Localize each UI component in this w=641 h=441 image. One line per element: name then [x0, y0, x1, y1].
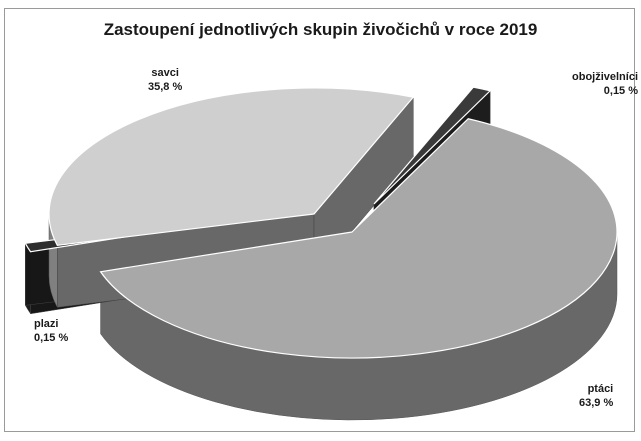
- slice-savci: [48, 87, 415, 246]
- label-ptaci: ptáci 63,9 %: [579, 382, 613, 410]
- label-ptaci-value: 63,9 %: [579, 397, 614, 409]
- label-obojzivelnici-value: 0,15 %: [603, 85, 639, 97]
- label-plazi-value: 0,15 %: [34, 332, 69, 344]
- label-savci: savci 35,8 %: [148, 66, 182, 94]
- slice-obojzivelnici: [373, 86, 492, 205]
- label-savci-name: savci: [151, 67, 179, 79]
- label-plazi: plazi 0,15 %: [34, 317, 68, 345]
- slice-ptaci: [99, 118, 618, 359]
- label-obojzivelnici: obojživelníci 0,15 %: [572, 70, 638, 98]
- label-ptaci-name: ptáci: [587, 383, 614, 395]
- label-obojzivelnici-name: obojživelníci: [572, 71, 639, 83]
- label-savci-value: 35,8 %: [148, 81, 183, 93]
- label-plazi-name: plazi: [34, 318, 59, 330]
- chart-title: Zastoupení jednotlivých skupin živočichů…: [103, 20, 538, 39]
